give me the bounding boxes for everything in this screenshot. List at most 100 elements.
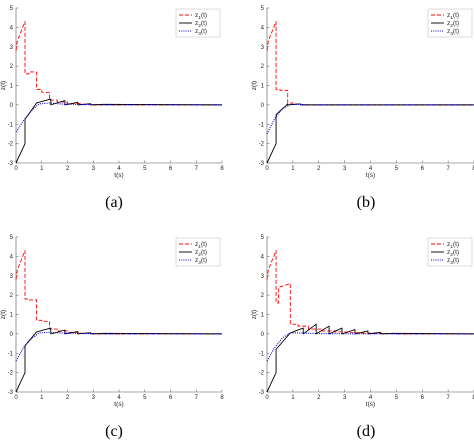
panel-label: (c) bbox=[105, 423, 123, 440]
legend-label-z2: z2(t) bbox=[447, 249, 459, 258]
y-tick-label: 3 bbox=[10, 45, 14, 51]
legend-label-z3: z3(t) bbox=[447, 257, 459, 266]
y-tick-label: 0 bbox=[10, 332, 14, 338]
chart-panel: -3 -2 -1 0 1 2 3 4 5 0 1 2 3 4 5 6 7 8 t(s) z(t) z1(t)z2(t)z… bbox=[251, 6, 474, 211]
legend-label-z2: z2(t) bbox=[195, 20, 207, 29]
y-tick-label: 3 bbox=[10, 274, 14, 280]
panel-label: (d) bbox=[357, 423, 376, 440]
series-line-z3 bbox=[15, 331, 222, 362]
x-tick-label: 5 bbox=[395, 395, 399, 401]
x-axis-label: t(s) bbox=[366, 172, 375, 179]
y-axis-label: z(t) bbox=[0, 81, 7, 90]
x-tick-label: 8 bbox=[220, 395, 224, 401]
y-tick-label: -2 bbox=[8, 142, 14, 148]
y-tick-label: 3 bbox=[261, 274, 265, 280]
x-tick-label: 2 bbox=[66, 166, 70, 172]
y-tick-label: 0 bbox=[261, 332, 265, 338]
x-tick-label: 8 bbox=[472, 166, 474, 172]
legend-label-z3: z3(t) bbox=[195, 28, 207, 37]
x-tick-label: 0 bbox=[14, 395, 18, 401]
y-tick-label: -1 bbox=[8, 351, 14, 357]
x-tick-label: 1 bbox=[40, 395, 44, 401]
x-tick-label: 5 bbox=[395, 166, 399, 172]
panel-label: (a) bbox=[105, 194, 123, 211]
legend-label-z1: z1(t) bbox=[447, 241, 459, 250]
x-tick-label: 3 bbox=[343, 395, 347, 401]
x-tick-label: 3 bbox=[92, 166, 96, 172]
x-tick-label: 5 bbox=[143, 166, 147, 172]
legend-label-z2: z2(t) bbox=[447, 20, 459, 29]
legend-label-z1: z1(t) bbox=[447, 12, 459, 21]
y-tick-label: 3 bbox=[261, 45, 265, 51]
series-line-z3 bbox=[266, 103, 474, 135]
y-tick-label: -2 bbox=[259, 371, 265, 377]
x-tick-label: 2 bbox=[66, 395, 70, 401]
x-tick-label: 8 bbox=[472, 395, 474, 401]
y-tick-label: 2 bbox=[10, 293, 14, 299]
y-tick-label: -3 bbox=[259, 390, 265, 396]
legend-label-z3: z3(t) bbox=[195, 257, 207, 266]
series-line-z1 bbox=[15, 250, 222, 335]
y-tick-label: 2 bbox=[261, 64, 265, 70]
y-tick-label: -1 bbox=[259, 122, 265, 128]
y-tick-label: -1 bbox=[8, 122, 14, 128]
y-axis-label: z(t) bbox=[251, 81, 258, 90]
x-axis-label: t(s) bbox=[114, 401, 123, 408]
x-tick-label: 0 bbox=[265, 395, 269, 401]
x-tick-label: 1 bbox=[291, 395, 295, 401]
y-tick-label: 2 bbox=[10, 64, 14, 70]
x-tick-label: 3 bbox=[92, 395, 96, 401]
chart-panel: -3 -2 -1 0 1 2 3 4 5 0 1 2 3 4 5 6 7 8 t(s) z(t) z1(t)z2(t)z… bbox=[251, 235, 474, 440]
y-tick-label: 4 bbox=[261, 254, 265, 260]
x-tick-label: 6 bbox=[169, 166, 173, 172]
x-tick-label: 7 bbox=[195, 166, 199, 172]
series-line-z2 bbox=[15, 98, 223, 164]
x-tick-label: 0 bbox=[265, 166, 269, 172]
y-tick-label: 1 bbox=[261, 313, 265, 319]
y-tick-label: 4 bbox=[10, 25, 14, 31]
y-tick-label: 5 bbox=[10, 235, 14, 241]
y-tick-label: -2 bbox=[259, 142, 265, 148]
series-line-z2 bbox=[15, 327, 223, 393]
series-line-z2 bbox=[266, 323, 474, 393]
series-line-z3 bbox=[266, 332, 474, 362]
chart-panel: -3 -2 -1 0 1 2 3 4 5 0 1 2 3 4 5 6 7 8 t(s) z(t) z1(t)z2(t)z… bbox=[0, 235, 224, 440]
y-tick-label: 0 bbox=[10, 103, 14, 109]
y-tick-label: -3 bbox=[8, 161, 14, 167]
x-tick-label: 4 bbox=[369, 166, 373, 172]
y-tick-label: -1 bbox=[259, 351, 265, 357]
legend-label-z1: z1(t) bbox=[195, 12, 207, 21]
legend-label-z2: z2(t) bbox=[195, 249, 207, 258]
x-axis-label: t(s) bbox=[366, 401, 375, 408]
y-tick-label: 4 bbox=[261, 25, 265, 31]
y-tick-label: 1 bbox=[10, 84, 14, 90]
x-tick-label: 2 bbox=[317, 166, 321, 172]
series-line-z1 bbox=[15, 21, 222, 106]
y-tick-label: -3 bbox=[259, 161, 265, 167]
y-tick-label: 4 bbox=[10, 254, 14, 260]
y-tick-label: -2 bbox=[8, 371, 14, 377]
x-tick-label: 7 bbox=[446, 395, 450, 401]
x-tick-label: 2 bbox=[317, 395, 321, 401]
series-line-z2 bbox=[266, 103, 474, 164]
y-tick-label: 1 bbox=[10, 313, 14, 319]
x-tick-label: 7 bbox=[195, 395, 199, 401]
y-tick-label: 0 bbox=[261, 103, 265, 109]
series-line-z1 bbox=[266, 21, 474, 106]
series-line-z1 bbox=[266, 250, 474, 335]
panel-label: (b) bbox=[357, 194, 376, 211]
y-tick-label: -3 bbox=[8, 390, 14, 396]
y-axis-label: z(t) bbox=[0, 310, 7, 319]
y-tick-label: 1 bbox=[261, 84, 265, 90]
x-tick-label: 1 bbox=[291, 166, 295, 172]
x-tick-label: 8 bbox=[220, 166, 224, 172]
x-axis-label: t(s) bbox=[114, 172, 123, 179]
x-tick-label: 0 bbox=[14, 166, 18, 172]
x-tick-label: 6 bbox=[421, 166, 425, 172]
x-tick-label: 6 bbox=[169, 395, 173, 401]
x-tick-label: 4 bbox=[117, 166, 121, 172]
y-tick-label: 2 bbox=[261, 293, 265, 299]
x-tick-label: 5 bbox=[143, 395, 147, 401]
y-axis-label: z(t) bbox=[251, 310, 258, 319]
